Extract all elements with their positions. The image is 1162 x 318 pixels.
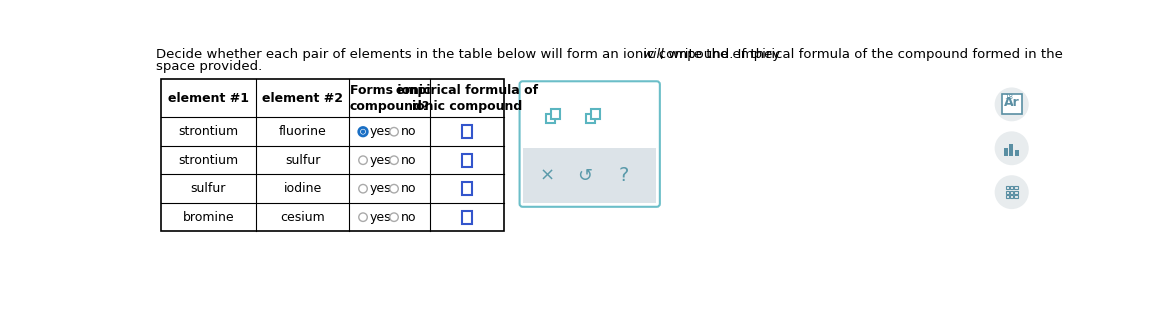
Text: , write the empirical formula of the compound formed in the: , write the empirical formula of the com… — [660, 48, 1063, 61]
FancyBboxPatch shape — [519, 81, 660, 207]
Bar — [1006, 195, 1009, 198]
Bar — [586, 114, 595, 123]
Bar — [1014, 150, 1019, 156]
Text: cesium: cesium — [280, 211, 325, 224]
Circle shape — [389, 184, 399, 193]
Circle shape — [361, 129, 365, 134]
Text: 18: 18 — [1004, 94, 1013, 100]
Text: yes: yes — [370, 125, 392, 138]
Circle shape — [995, 87, 1028, 121]
Bar — [462, 125, 472, 138]
Text: element #1: element #1 — [168, 92, 249, 105]
Bar — [1006, 186, 1009, 190]
Circle shape — [359, 128, 367, 136]
Text: strontium: strontium — [178, 154, 238, 167]
Bar — [1010, 144, 1013, 156]
Bar — [1004, 148, 1007, 156]
Circle shape — [359, 184, 367, 193]
Bar — [1010, 190, 1013, 194]
Text: ?: ? — [618, 166, 629, 185]
Text: Decide whether each pair of elements in the table below will form an ionic compo: Decide whether each pair of elements in … — [156, 48, 784, 61]
Bar — [1014, 190, 1018, 194]
Text: ↺: ↺ — [578, 167, 593, 185]
Text: space provided.: space provided. — [156, 60, 263, 73]
Text: empirical formula of
ionic compound: empirical formula of ionic compound — [396, 84, 538, 113]
Text: no: no — [401, 211, 416, 224]
Circle shape — [389, 128, 399, 136]
Text: ×: × — [539, 167, 554, 185]
Text: iodine: iodine — [284, 182, 322, 195]
Text: fluorine: fluorine — [279, 125, 327, 138]
Circle shape — [995, 175, 1028, 209]
Bar — [590, 109, 600, 119]
Text: bromine: bromine — [182, 211, 235, 224]
Text: strontium: strontium — [178, 125, 238, 138]
Circle shape — [359, 156, 367, 164]
Text: no: no — [401, 125, 416, 138]
Text: element #2: element #2 — [263, 92, 343, 105]
Bar — [1002, 94, 1021, 114]
Text: no: no — [401, 154, 416, 167]
Circle shape — [359, 213, 367, 221]
Circle shape — [995, 131, 1028, 165]
Text: Forms ionic
compound?: Forms ionic compound? — [350, 84, 430, 113]
Bar — [462, 154, 472, 167]
Circle shape — [389, 213, 399, 221]
Bar — [462, 211, 472, 224]
Bar — [1014, 186, 1018, 190]
Text: yes: yes — [370, 211, 392, 224]
Bar — [1006, 190, 1009, 194]
Text: yes: yes — [370, 182, 392, 195]
Bar — [551, 109, 560, 119]
Text: sulfur: sulfur — [191, 182, 227, 195]
Circle shape — [389, 156, 399, 164]
Bar — [523, 149, 657, 203]
Text: Ar: Ar — [1004, 96, 1019, 109]
Bar — [160, 79, 504, 232]
Text: sulfur: sulfur — [285, 154, 321, 167]
Bar — [462, 182, 472, 195]
Bar — [1010, 195, 1013, 198]
Text: will: will — [644, 48, 665, 61]
Text: yes: yes — [370, 154, 392, 167]
Bar — [1014, 195, 1018, 198]
Bar — [1010, 186, 1013, 190]
Text: no: no — [401, 182, 416, 195]
Bar — [546, 114, 555, 123]
